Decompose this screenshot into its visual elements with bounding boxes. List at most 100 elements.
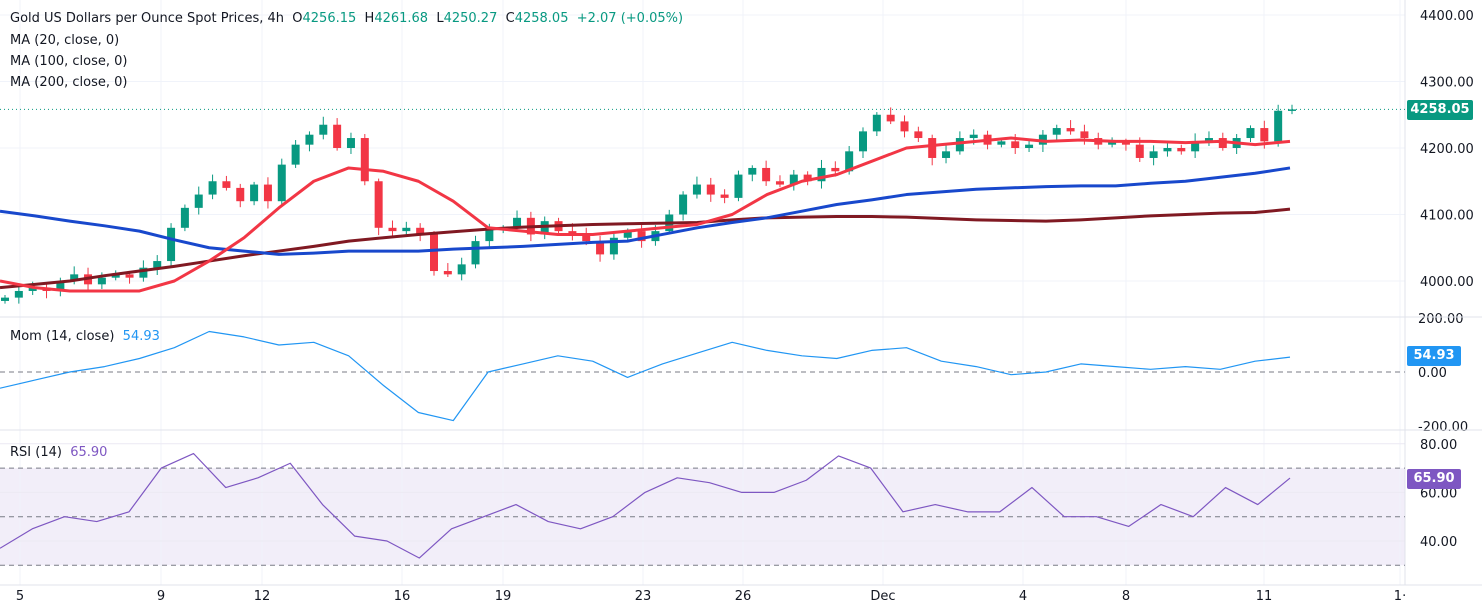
candle [167,227,176,262]
mom-tick-label: 0.00 [1418,366,1447,381]
price-tick-label: 4300.00 [1420,76,1474,91]
candle [153,261,162,268]
candle [443,271,452,275]
candle [374,181,383,228]
candle [28,287,37,291]
candle [125,274,134,278]
candle [471,241,480,265]
candle [1066,128,1075,132]
candle [250,184,259,202]
candle [637,231,646,242]
x-tick-label: 8 [1122,589,1130,604]
candle [775,181,784,185]
price-tick-label: 4100.00 [1420,209,1474,224]
x-tick-label: 4 [1019,589,1027,604]
candle [1274,110,1283,142]
candle [1,297,9,301]
candle [346,138,355,148]
price-tick-label: 4200.00 [1420,142,1474,157]
candle [748,167,757,175]
candle [263,184,272,202]
high-label: H [364,11,375,26]
candle [513,217,522,228]
candle [886,114,895,122]
candle [14,290,23,298]
ma100-line [0,166,1291,256]
x-tick-label: 11 [1256,589,1273,604]
x-tick-label: 9 [157,589,165,604]
candle [291,144,300,165]
x-tick-label: 12 [254,589,271,604]
symbol-title: Gold US Dollars per Ounce Spot Prices, 4… [10,11,284,26]
ma20-legend[interactable]: MA (20, close, 0) [10,33,120,48]
candle [1025,144,1034,148]
rsi-value-badge: 65.90 [1407,469,1461,489]
candle [1191,141,1200,152]
mom-line [0,330,1291,422]
candle [1011,141,1020,148]
candle [1288,109,1296,111]
candle [97,277,106,285]
candle [1121,141,1130,145]
candle [1260,128,1269,142]
ma100-legend[interactable]: MA (100, close, 0) [10,54,128,69]
x-tick-label: Dec [870,589,895,604]
ma20-line [0,136,1291,293]
candle [914,131,923,139]
candle [900,121,909,132]
mom-tick-label: -200.00 [1418,420,1468,435]
candle [70,274,79,281]
rsi-tick-label: 80.00 [1420,438,1457,453]
high-value: 4261.68 [374,11,429,26]
candle [969,134,978,139]
rsi-value: 65.90 [70,445,108,460]
candle [734,174,743,198]
candle [1052,128,1061,135]
x-tick-label: 19 [495,589,512,604]
candle [831,167,840,172]
candle [928,138,937,158]
rsi-label: RSI (14) [10,445,62,460]
candle [762,167,771,182]
mom-legend[interactable]: Mom (14, close) 54.93 [10,329,160,344]
x-tick-label: 26 [735,589,752,604]
x-tick-label: 23 [635,589,652,604]
candle [845,151,854,172]
price-tick-label: 4000.00 [1420,275,1474,290]
candle [1149,151,1158,158]
candle [208,181,217,195]
candle [333,124,342,148]
mom-value: 54.93 [122,329,160,344]
candle [485,227,494,242]
candle [623,231,632,238]
candle [692,184,701,195]
candle [388,227,397,232]
candle [305,134,314,145]
open-value: 4256.15 [302,11,357,26]
candle [360,138,369,182]
candle [582,234,591,242]
mom-label: Mom (14, close) [10,329,115,344]
rsi-legend[interactable]: RSI (14) 65.90 [10,445,107,460]
candle [277,164,286,202]
candle [430,234,438,272]
candle [997,141,1006,145]
candle [706,184,715,195]
candle [568,231,577,235]
candle [319,124,328,135]
x-tick-label: 5 [16,589,24,604]
mom-tick-label: 200.00 [1418,312,1464,327]
close-label: C [505,11,515,26]
candle [803,174,812,182]
candle [416,227,425,235]
candle [596,241,605,255]
candle [222,181,231,188]
candle [139,267,148,278]
candle [402,227,411,232]
candle [1163,148,1172,152]
candle [789,174,798,185]
ma200-legend[interactable]: MA (200, close, 0) [10,75,128,90]
low-value: 4250.27 [443,11,498,26]
